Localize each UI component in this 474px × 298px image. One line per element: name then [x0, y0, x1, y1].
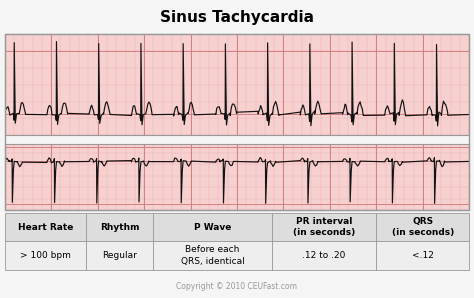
Text: .12 to .20: .12 to .20 — [302, 251, 346, 260]
Text: PR interval
(in seconds): PR interval (in seconds) — [293, 217, 355, 237]
Text: Copyright © 2010 CEUFast.com: Copyright © 2010 CEUFast.com — [176, 283, 298, 291]
Text: Heart Rate: Heart Rate — [18, 223, 73, 232]
Text: QRS
(in seconds): QRS (in seconds) — [392, 217, 454, 237]
Text: <.12: <.12 — [412, 251, 434, 260]
Text: Before each
QRS, identical: Before each QRS, identical — [181, 245, 245, 266]
Text: Sinus Tachycardia: Sinus Tachycardia — [160, 10, 314, 25]
Text: P Wave: P Wave — [194, 223, 231, 232]
Text: Rhythm: Rhythm — [100, 223, 139, 232]
Text: Regular: Regular — [102, 251, 137, 260]
Text: > 100 bpm: > 100 bpm — [20, 251, 71, 260]
